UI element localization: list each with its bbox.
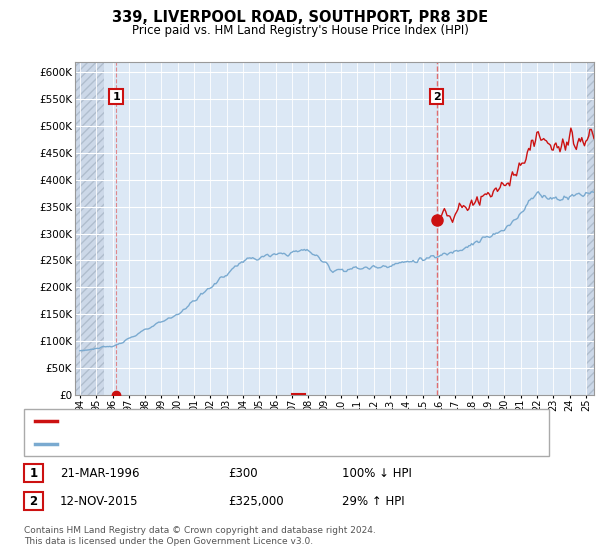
Bar [75,62,104,395]
Text: £300: £300 [228,466,257,480]
Text: 2: 2 [29,494,38,508]
Text: £325,000: £325,000 [228,494,284,508]
Text: 100% ↓ HPI: 100% ↓ HPI [342,466,412,480]
Text: 29% ↑ HPI: 29% ↑ HPI [342,494,404,508]
Text: Contains HM Land Registry data © Crown copyright and database right 2024.
This d: Contains HM Land Registry data © Crown c… [24,526,376,546]
Text: 2: 2 [433,91,441,101]
Bar [586,62,600,395]
Text: 21-MAR-1996: 21-MAR-1996 [60,466,139,480]
Text: Price paid vs. HM Land Registry's House Price Index (HPI): Price paid vs. HM Land Registry's House … [131,24,469,36]
Text: 339, LIVERPOOL ROAD, SOUTHPORT, PR8 3DE (detached house): 339, LIVERPOOL ROAD, SOUTHPORT, PR8 3DE … [61,416,419,426]
Text: 1: 1 [112,91,120,101]
Text: 1: 1 [29,466,38,480]
Text: 12-NOV-2015: 12-NOV-2015 [60,494,139,508]
Text: HPI: Average price, detached house, Sefton: HPI: Average price, detached house, Seft… [61,439,304,449]
Text: 339, LIVERPOOL ROAD, SOUTHPORT, PR8 3DE: 339, LIVERPOOL ROAD, SOUTHPORT, PR8 3DE [112,10,488,25]
